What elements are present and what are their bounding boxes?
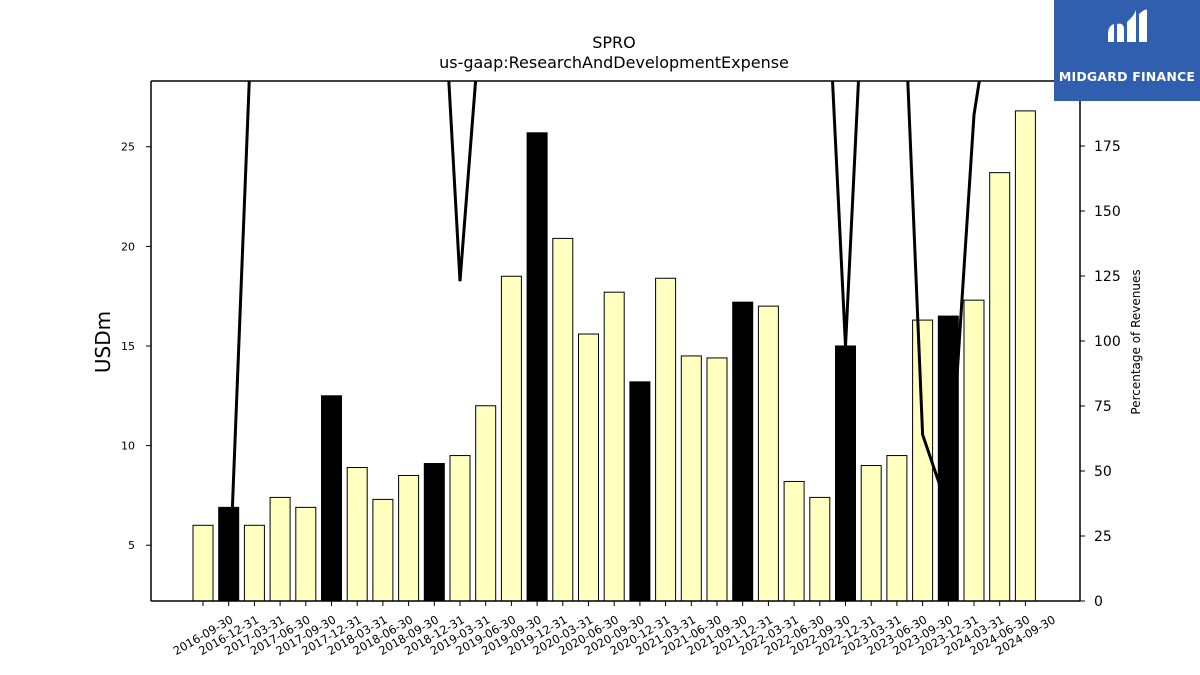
bar-2018-12-31 — [423, 463, 445, 602]
bar-2021-03-31 — [655, 277, 677, 602]
y2-tick-label: 150 — [1094, 204, 1121, 220]
y2-tick-label: 25 — [1094, 529, 1112, 545]
bar-2021-09-30 — [706, 357, 728, 602]
bar-2020-09-30 — [603, 291, 625, 602]
y-tick-label: 15 — [121, 340, 135, 353]
bar-2017-06-30 — [269, 496, 291, 602]
bar-2019-09-30 — [500, 275, 522, 602]
bar-2017-09-30 — [295, 506, 317, 602]
bar-2016-09-30 — [192, 524, 214, 602]
bar-2017-12-31 — [321, 395, 342, 602]
bar-2022-06-30 — [783, 480, 805, 602]
bar-2020-03-31 — [552, 237, 574, 602]
chart-title: SPRO — [592, 33, 636, 52]
y2-tick-label: 50 — [1094, 464, 1112, 480]
bar-2018-06-30 — [372, 498, 394, 602]
y2-tick-label: 125 — [1094, 269, 1121, 285]
y-tick-label: 5 — [128, 539, 135, 552]
bar-2019-12-31 — [526, 132, 548, 602]
bar-2019-03-31 — [449, 455, 471, 602]
bar-2021-12-31 — [732, 301, 754, 602]
brand-logo: MIDGARD FINANCE — [1054, 0, 1200, 101]
bar-2018-09-30 — [398, 474, 420, 602]
bar-2023-12-31 — [937, 315, 959, 602]
axes-group: 51015202502550751001251501752016-09-3020… — [121, 80, 1121, 658]
bar-2022-12-31 — [835, 345, 856, 602]
bar-2017-03-31 — [243, 524, 265, 602]
y-tick-label: 20 — [121, 240, 135, 253]
bar-2024-09-30 — [1014, 110, 1036, 602]
y2-axis-label: Percentage of Revenues — [1129, 269, 1143, 414]
y2-tick-label: 175 — [1094, 139, 1121, 155]
bar-2019-06-30 — [475, 405, 497, 602]
y-tick-label: 10 — [121, 440, 135, 453]
bar-2023-03-31 — [860, 465, 882, 602]
logo-mark-icon — [1108, 9, 1147, 42]
y2-tick-label: 100 — [1094, 334, 1121, 350]
bar-2021-06-30 — [680, 355, 702, 602]
y-axis-label: USDm — [91, 311, 115, 373]
logo-text: MIDGARD FINANCE — [1058, 69, 1196, 84]
chart-subtitle: us-gaap:ResearchAndDevelopmentExpense — [439, 53, 789, 72]
y-tick-label: 25 — [121, 141, 135, 154]
y2-tick-label: 0 — [1094, 594, 1103, 610]
bar-2020-06-30 — [578, 333, 599, 602]
y2-tick-label: 75 — [1094, 399, 1112, 415]
bar-2022-09-30 — [809, 496, 831, 602]
bar-2024-06-30 — [989, 172, 1011, 602]
bar-2024-03-31 — [963, 299, 985, 602]
bars-group — [192, 110, 1036, 602]
bar-2018-03-31 — [346, 467, 368, 602]
bar-2023-09-30 — [912, 319, 934, 602]
bar-2023-06-30 — [886, 455, 908, 602]
bar-2020-12-31 — [629, 381, 651, 602]
bar-2022-03-31 — [757, 305, 779, 602]
